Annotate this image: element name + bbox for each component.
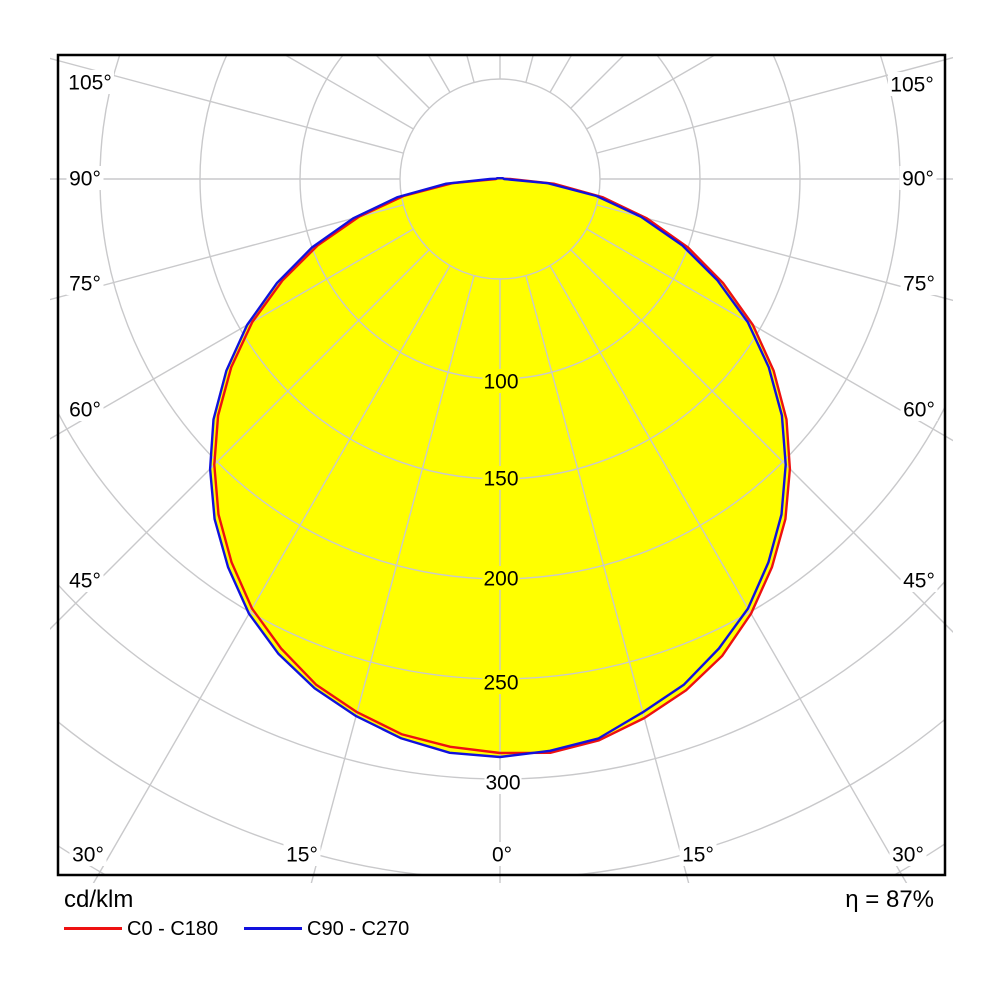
angle-tick-label-bg	[283, 842, 321, 866]
angle-tick-label: 60°	[69, 399, 101, 422]
angle-tick-label-bg	[66, 70, 114, 94]
efficiency-label: η = 87%	[845, 886, 934, 913]
radius-tick-label-bg	[482, 670, 520, 694]
radius-tick-label: 100	[483, 371, 518, 394]
angle-tick-label: 45°	[903, 570, 935, 593]
radius-tick-label: 150	[483, 468, 518, 491]
grid-radial-line	[92, 265, 451, 883]
angle-tick-label-bg	[900, 271, 938, 295]
grid-radial-line	[50, 204, 404, 301]
angle-tick-label-bg	[679, 842, 717, 866]
grid-radial-line	[310, 275, 475, 883]
angle-tick-label: 75°	[69, 273, 101, 296]
radius-tick-label: 300	[485, 772, 520, 795]
radius-tick-label: 200	[483, 568, 518, 591]
angle-tick-label-bg	[899, 166, 937, 190]
unit-label: cd/klm	[64, 886, 134, 913]
angle-tick-label: 45°	[69, 570, 101, 593]
angle-tick-label-bg	[69, 842, 107, 866]
angle-tick-label: 30°	[892, 844, 924, 867]
angle-tick-label: 105°	[68, 72, 111, 95]
plot-border	[56, 53, 947, 877]
radius-tick-label-bg	[482, 466, 520, 490]
grid-radial-line	[50, 249, 430, 630]
angle-tick-label: 105°	[890, 74, 933, 97]
grid-radial-line	[525, 275, 690, 883]
angle-tick-label: 90°	[902, 168, 934, 191]
grid-radial-line	[586, 55, 717, 130]
radius-tick-label-bg	[484, 770, 522, 794]
angle-tick-label: 30°	[72, 844, 104, 867]
angle-tick-label: 60°	[903, 399, 935, 422]
c90-c270-curve	[208, 177, 787, 759]
angle-tick-label-bg	[889, 842, 927, 866]
angle-tick-label-bg	[66, 166, 104, 190]
legend-label-c0: C0 - C180	[127, 918, 219, 940]
angle-tick-label-bg	[900, 568, 938, 592]
grid-radial-line	[570, 249, 953, 633]
grid-radial-line	[549, 265, 908, 883]
angle-tick-label-bg	[489, 842, 515, 866]
grid-radial-line	[596, 56, 953, 154]
legend-label-c90: C90 - C270	[307, 918, 410, 940]
radius-tick-label-bg	[482, 566, 520, 590]
radius-tick-label: 250	[483, 672, 518, 695]
curves	[208, 177, 792, 759]
angle-tick-label: 75°	[903, 273, 935, 296]
c90-line-swatch	[244, 927, 302, 930]
angle-tick-label: 0°	[492, 844, 512, 867]
grid-radial-line	[596, 204, 953, 302]
angle-tick-label-bg	[66, 397, 104, 421]
radius-tick-label-bg	[482, 369, 520, 393]
angle-tick-label: 15°	[286, 844, 318, 867]
angle-tick-label-bg	[66, 568, 104, 592]
grid-radial-line	[283, 55, 414, 130]
c0-line-swatch	[64, 927, 122, 930]
grid-radial-line	[50, 57, 404, 154]
angle-tick-label-bg	[66, 271, 104, 295]
angle-tick-label: 15°	[682, 844, 714, 867]
angle-tick-label-bg	[888, 72, 936, 96]
angle-tick-label-bg	[900, 397, 938, 421]
angle-tick-label: 90°	[69, 168, 101, 191]
